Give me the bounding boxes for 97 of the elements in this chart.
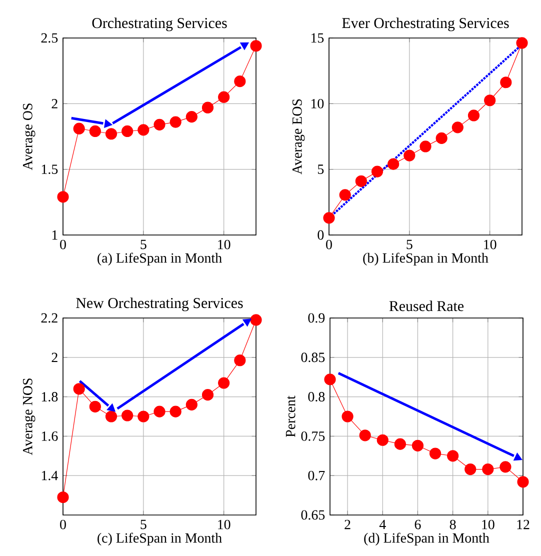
y-tick-label: 0.8 [308,392,325,402]
point [73,383,85,395]
x-tick-label: 10 [484,240,496,250]
x-axis-title: (b) LifeSpan in Month [363,252,488,266]
point [234,354,246,366]
point [412,440,424,452]
point [359,430,371,442]
y-tick-label: 1.5 [42,164,58,174]
point [218,91,230,103]
point [500,76,512,88]
point [154,118,166,130]
point [482,463,494,476]
point [138,124,150,136]
x-tick-label: 0 [60,240,66,250]
y-tick-label: 1 [52,230,58,240]
y-tick-label: 10 [311,98,324,108]
y-tick-label: 0.85 [301,352,325,362]
point [186,110,198,123]
point [250,40,262,52]
point [339,189,351,201]
y-tick-label: 2 [52,99,58,108]
chart-title: Orchestrating Services [92,18,227,32]
x-tick-label: 10 [482,520,494,530]
y-tick-label: 1.8 [42,392,58,402]
x-tick-label: 2 [344,520,350,530]
point [122,410,134,422]
point [429,448,442,460]
point [484,94,496,106]
point [154,406,166,418]
point [420,140,432,152]
point [57,191,69,203]
point [234,76,246,88]
y-tick-label: 1.6 [42,431,58,441]
y-tick-label: 1.4 [42,470,58,480]
point [468,110,480,122]
x-axis-title: (a) LifeSpan in Month [98,252,222,266]
point [105,410,118,422]
point [355,175,367,187]
point [73,122,85,134]
point [105,128,118,140]
point [447,450,459,462]
x-tick-label: 6 [414,520,421,530]
chart-title: New Orchestrating Services [76,298,243,312]
chart-title: Ever Orchestrating Services [342,18,509,32]
point [57,491,69,504]
x-tick-label: 5 [406,240,412,250]
point [464,463,476,476]
y-tick-label: 15 [311,33,324,43]
point [452,122,464,134]
y-axis-title: Percent [286,396,296,437]
point [138,410,150,422]
x-axis-title: (d) LifeSpan in Month [364,532,490,546]
point [89,125,101,138]
y-tick-label: 0.9 [308,313,325,323]
y-axis-title: Average NOS [22,378,36,456]
point [186,398,198,410]
point [404,150,416,162]
y-tick-label: 0.65 [301,510,325,520]
point [500,461,512,473]
point [517,476,529,488]
x-tick-label: 12 [517,520,530,530]
y-axis-title: Average EOS [292,99,305,174]
x-tick-label: 0 [60,520,66,530]
point [170,406,182,418]
y-tick-label: 0.7 [308,470,325,480]
point [202,389,214,401]
point [436,132,448,144]
y-tick-label: 2.2 [41,313,58,323]
y-tick-label: 5 [318,164,324,174]
point [376,434,388,446]
point [388,158,400,170]
y-tick-label: 2 [52,352,58,362]
x-tick-label: 4 [379,520,386,530]
y-tick-label: 0.75 [301,431,325,441]
x-tick-label: 10 [218,520,230,530]
x-tick-label: 10 [218,240,230,250]
y-axis-title: Average OS [22,104,36,170]
y-tick-label: 2.5 [41,33,58,43]
x-tick-label: 5 [140,520,146,530]
point [202,102,214,114]
point [323,212,335,224]
point [394,438,406,450]
y-tick-label: 0 [318,230,324,240]
point [516,37,528,49]
x-tick-label: 0 [326,240,332,250]
point [371,166,384,178]
point [122,125,134,138]
x-tick-label: 5 [140,240,146,250]
point [170,116,182,128]
point [342,410,354,422]
x-axis-title: (c) LifeSpan in Month [98,532,222,546]
point [324,374,336,386]
chart-title: Reused Rate [389,300,464,312]
point [250,314,262,326]
point [89,400,101,412]
point [218,377,230,389]
x-tick-label: 8 [450,520,456,530]
